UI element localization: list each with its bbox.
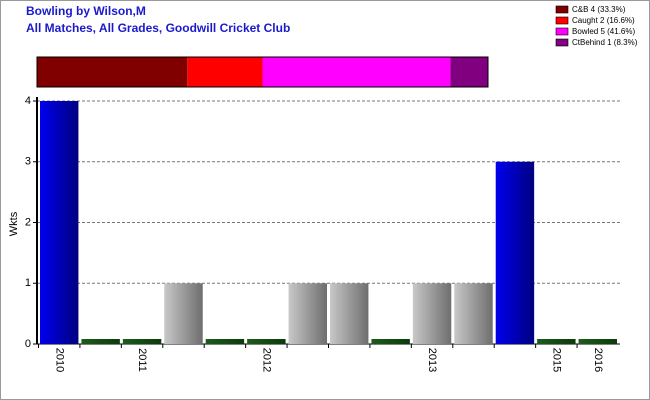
x-tick-label: 2010 (53, 348, 65, 372)
legend-label: CtBehind 1 (8.3%) (572, 38, 638, 47)
bar (371, 339, 410, 344)
bar (412, 283, 452, 344)
legend-label: Caught 2 (16.6%) (572, 16, 635, 25)
x-tick-label: 2012 (260, 348, 272, 372)
bar (81, 339, 120, 344)
bar (495, 161, 535, 344)
breakdown-segment (37, 57, 188, 87)
y-tick-label: 3 (25, 156, 31, 168)
breakdown-segment (262, 57, 451, 87)
breakdown-segment (450, 57, 488, 87)
legend-swatch (555, 5, 569, 14)
bar (247, 339, 286, 344)
chart-title: Bowling by Wilson,M (26, 4, 146, 18)
bar (537, 339, 576, 344)
y-tick-label: 4 (25, 95, 31, 107)
bar (122, 339, 162, 344)
bar (164, 283, 203, 344)
bar (40, 101, 79, 344)
legend-swatch (555, 27, 569, 36)
legend-label: Bowled 5 (41.6%) (572, 27, 635, 36)
bar (288, 283, 327, 344)
breakdown-border (36, 56, 489, 88)
y-tick-label: 2 (25, 216, 31, 228)
y-tick-label: 1 (25, 277, 31, 289)
legend-swatch (555, 16, 569, 25)
x-tick-label: 2015 (550, 348, 562, 372)
x-tick-label: 2016 (592, 348, 604, 372)
bar (205, 339, 245, 344)
bar (578, 339, 617, 344)
breakdown-segment (187, 57, 263, 87)
legend-label: C&B 4 (33.3%) (572, 5, 626, 14)
chart-subtitle: All Matches, All Grades, Goodwill Cricke… (26, 21, 290, 35)
x-tick-label: 2013 (426, 348, 438, 372)
bar (330, 283, 369, 344)
x-tick-label: 2011 (136, 348, 148, 372)
legend-swatch (555, 38, 569, 47)
bar (454, 283, 493, 344)
y-tick-label: 0 (25, 338, 31, 350)
y-axis-label: Wkts (8, 211, 20, 236)
